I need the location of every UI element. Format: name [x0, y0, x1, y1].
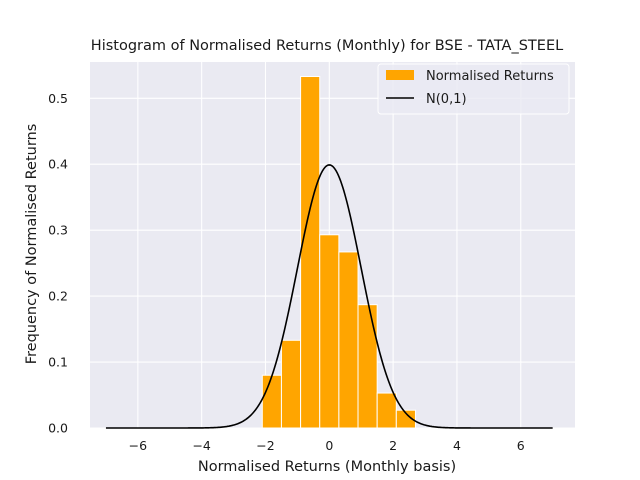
- legend-label-curve: N(0,1): [426, 92, 467, 107]
- y-axis-label: Frequency of Normalised Returns: [24, 124, 40, 365]
- legend-frame: [377, 63, 570, 115]
- legend-label-histogram: Normalised Returns: [426, 69, 554, 84]
- histogram-bar: [300, 76, 321, 429]
- x-tick-label: 4: [453, 438, 461, 453]
- histogram-bar: [376, 392, 397, 429]
- y-tick-label: 0.5: [48, 91, 68, 106]
- y-tick-label: 0.1: [48, 355, 68, 370]
- x-tick-label: 6: [517, 438, 525, 453]
- y-tick-label: 0.0: [48, 421, 68, 436]
- x-tick-label: 0: [325, 438, 333, 453]
- histogram-bar: [357, 304, 378, 429]
- histogram-bar: [338, 251, 359, 429]
- y-tick-label: 0.3: [48, 223, 68, 238]
- x-tick-label: −2: [256, 438, 274, 453]
- x-axis-label: Normalised Returns (Monthly basis): [198, 459, 456, 475]
- legend-swatch-histogram: [386, 70, 414, 80]
- histogram-bar: [319, 234, 340, 429]
- y-tick-label: 0.2: [48, 289, 68, 304]
- x-tick-label: −6: [129, 438, 147, 453]
- x-axis-ticks: −6 −4 −2 0 2 4 6: [129, 438, 525, 453]
- y-axis-ticks: 0.0 0.1 0.2 0.3 0.4 0.5: [48, 91, 68, 436]
- histogram-bars: [261, 76, 416, 429]
- legend: Normalised Returns N(0,1): [377, 63, 570, 115]
- y-tick-label: 0.4: [48, 157, 68, 172]
- histogram-bar: [395, 409, 416, 429]
- x-tick-label: 2: [389, 438, 397, 453]
- x-tick-label: −4: [192, 438, 210, 453]
- chart-title: Histogram of Normalised Returns (Monthly…: [91, 38, 563, 54]
- histogram-bar: [261, 374, 282, 429]
- normal-curve-line: [105, 164, 553, 429]
- histogram-bar: [280, 339, 302, 429]
